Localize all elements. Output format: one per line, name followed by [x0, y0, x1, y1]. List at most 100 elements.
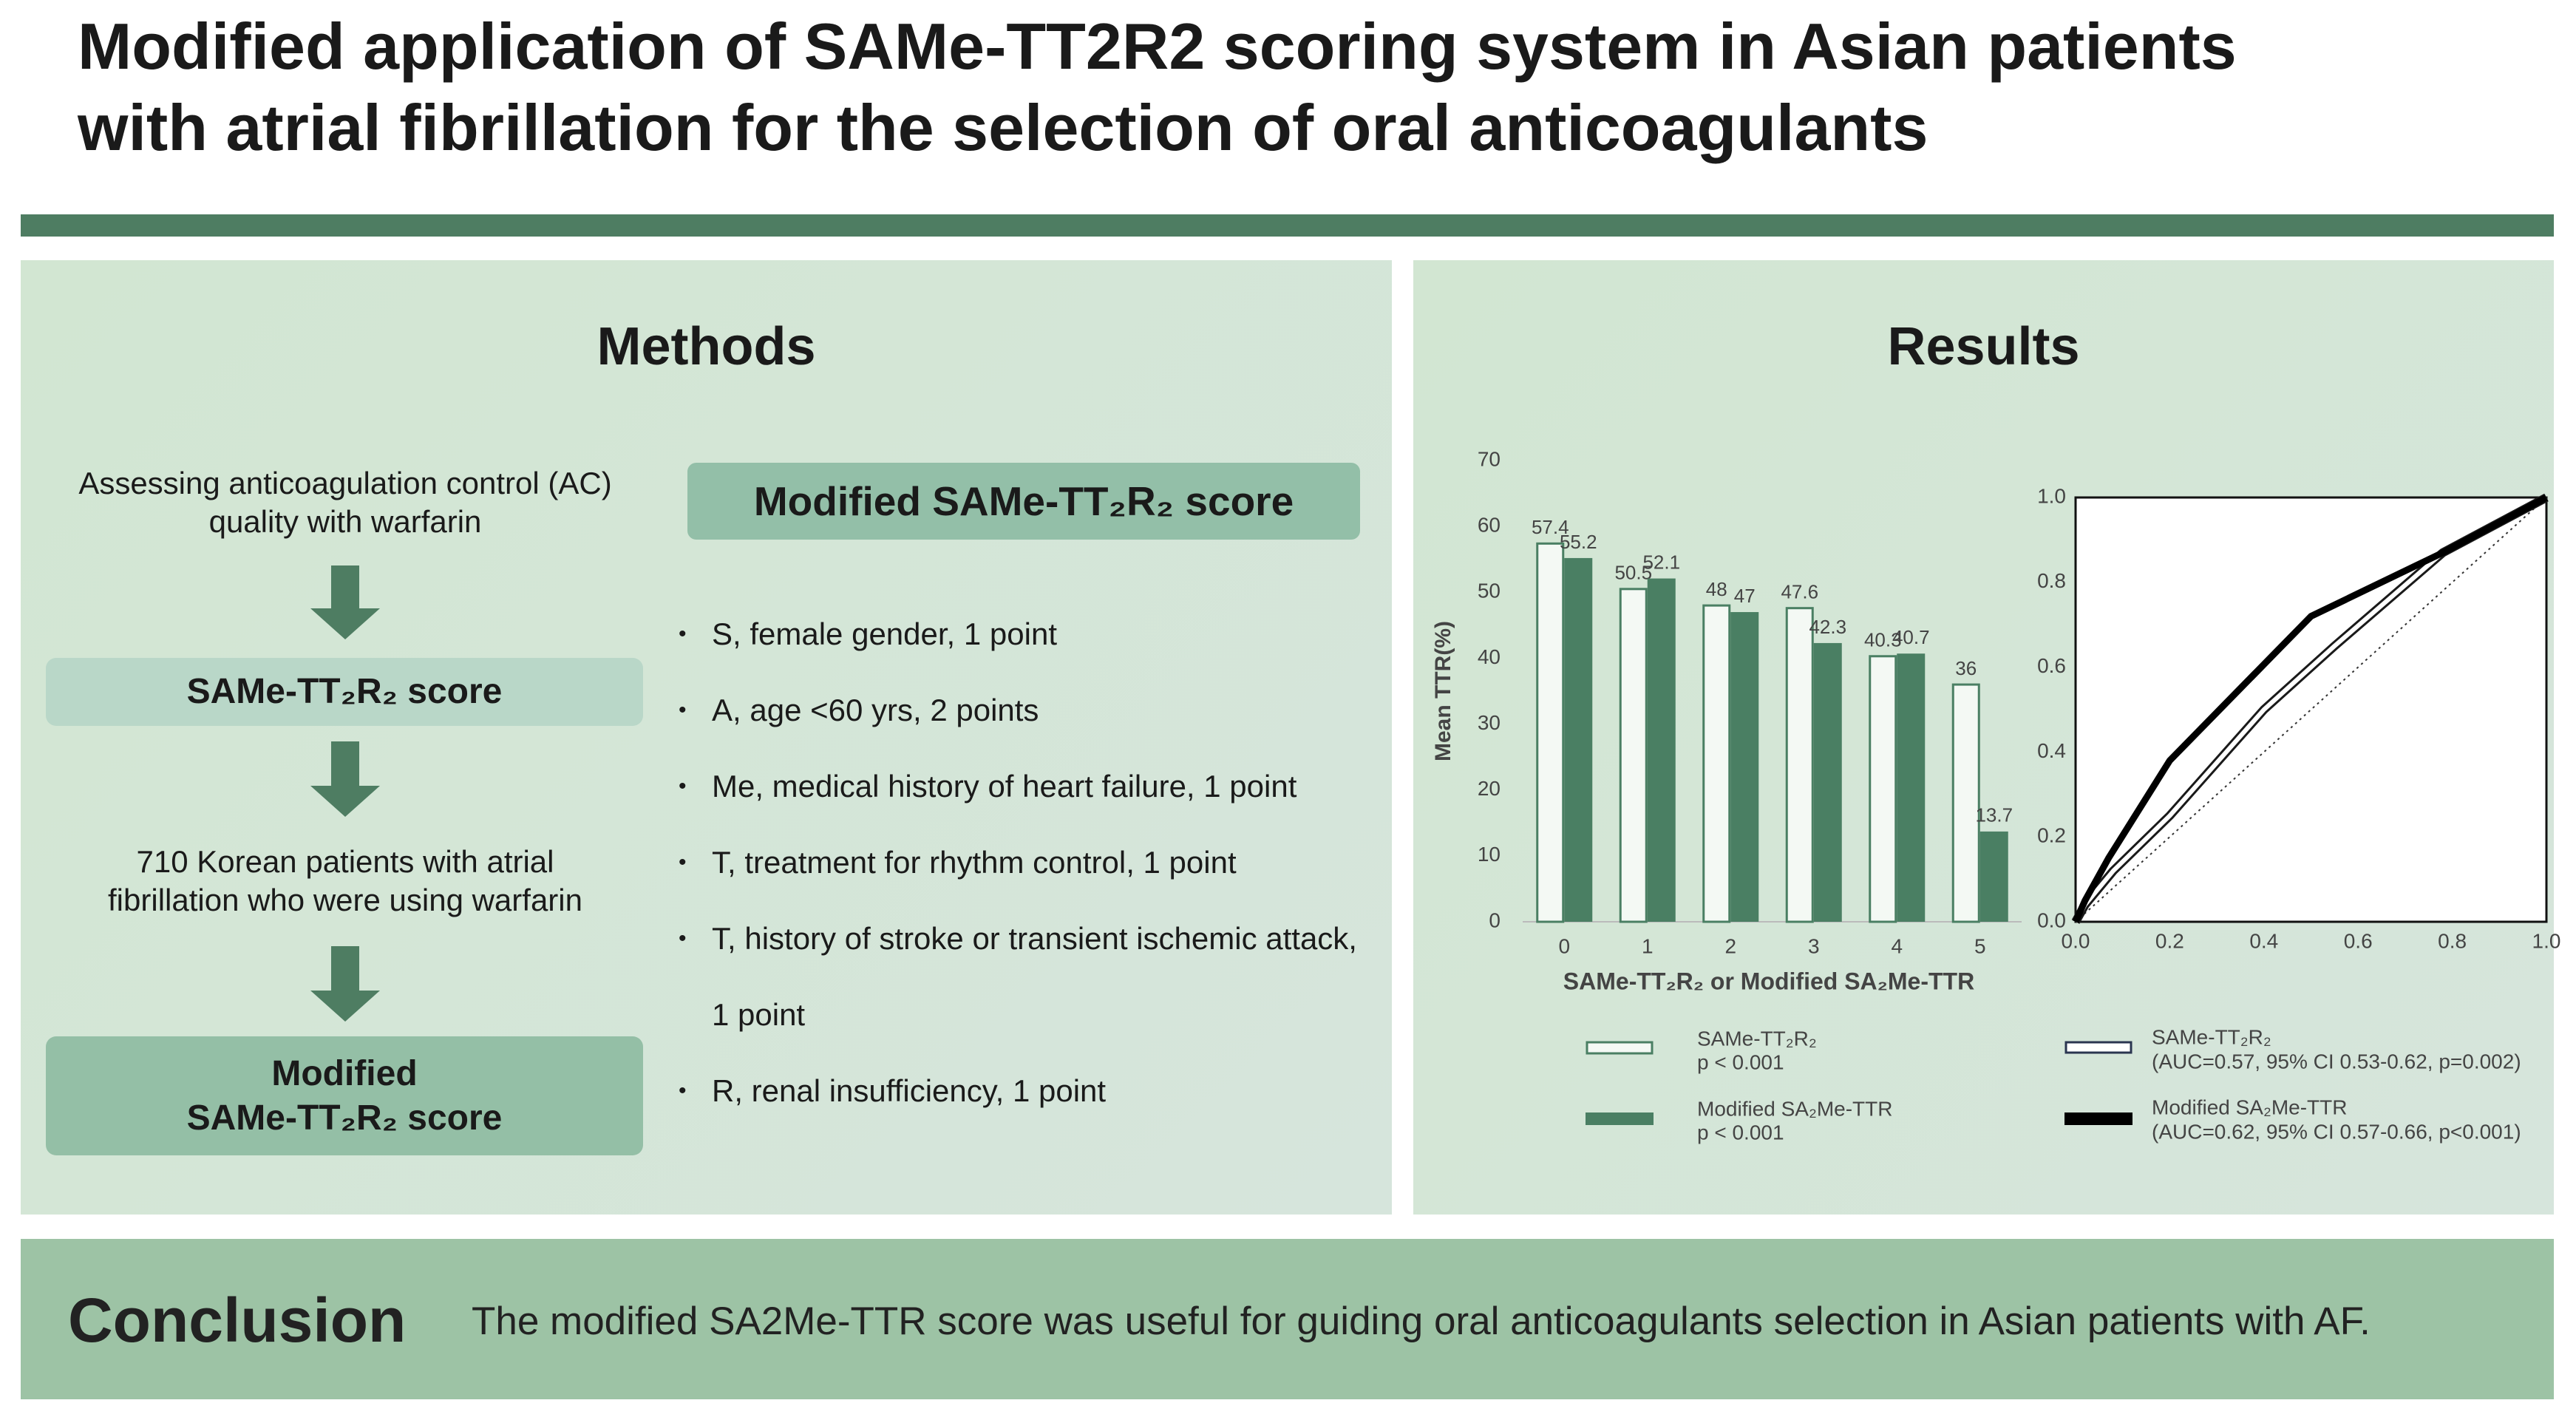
title-line: Modified application of SAMe-TT2R2 scori… [78, 10, 2237, 83]
criterion: S, female gender, 1 point [679, 596, 1377, 672]
title-line: with atrial fibrillation for the selecti… [78, 91, 1928, 164]
legend-label: SAMe-TT₂R₂ [2152, 1025, 2271, 1048]
x-tick-label: 1.0 [2532, 929, 2561, 952]
value-label: 52.1 [1642, 551, 1680, 573]
legend-note: p < 0.001 [1697, 1121, 1784, 1144]
y-tick-label: 0.4 [2037, 739, 2066, 762]
x-tick-label: 2 [1724, 934, 1736, 957]
criterion: Me, medical history of heart failure, 1 … [679, 748, 1377, 824]
conclusion-text: The modified SA2Me-TTR score was useful … [472, 1300, 2371, 1343]
bar [1979, 831, 2008, 922]
x-tick-label: 0 [1558, 934, 1570, 957]
bar [1619, 588, 1648, 923]
bar [1951, 683, 1980, 923]
conclusion-label: Conclusion [68, 1285, 407, 1355]
y-tick-label: 10 [1478, 843, 1501, 866]
y-tick-label: 0 [1489, 908, 1501, 931]
x-tick-label: 0.0 [2062, 929, 2090, 952]
y-tick-label: 20 [1478, 777, 1501, 800]
legend-swatch [2064, 1041, 2132, 1054]
criteria-list: S, female gender, 1 pointA, age <60 yrs,… [679, 596, 1377, 1129]
arrow-shaft [331, 565, 359, 610]
criterion: T, treatment for rhythm control, 1 point [679, 824, 1377, 900]
arrow-shaft [331, 946, 359, 992]
flow-line: SAMe-TT₂R₂ score [186, 672, 503, 711]
value-label: 40.7 [1892, 626, 1930, 648]
y-tick-label: 1.0 [2037, 484, 2066, 507]
bar [1785, 607, 1814, 923]
flow-box: Modified SAMe-TT₂R₂ score [46, 1036, 643, 1155]
x-tick-label: 4 [1891, 934, 1903, 957]
arrow-shaft [331, 741, 359, 787]
x-tick-label: 0.8 [2438, 929, 2467, 952]
bar [1813, 642, 1842, 922]
flow-line: SAMe-TT₂R₂ score [186, 1098, 503, 1138]
results-title: Results [1887, 317, 2080, 376]
value-label: 48 [1706, 578, 1727, 600]
y-tick-label: 70 [1478, 447, 1501, 470]
criterion: A, age <60 yrs, 2 points [679, 672, 1377, 748]
legend-swatch [1586, 1041, 1654, 1055]
x-tick-label: 0.6 [2344, 929, 2373, 952]
arrow-head [310, 991, 380, 1022]
value-label: 42.3 [1809, 616, 1846, 638]
methods-title: Methods [597, 317, 816, 376]
legend-swatch [2064, 1112, 2132, 1125]
bar [1897, 653, 1926, 922]
criterion: T, history of stroke or transient ischem… [679, 900, 1377, 1053]
arrow-head [310, 786, 380, 817]
y-tick-label: 60 [1478, 514, 1501, 537]
roc-line-inner [2073, 495, 2548, 923]
x-tick-label: 1 [1642, 934, 1654, 957]
legend-note: (AUC=0.57, 95% CI 0.53-0.62, p=0.002) [2152, 1050, 2521, 1073]
y-tick-label: 0.0 [2037, 908, 2066, 931]
roc-line [2072, 495, 2549, 923]
legend-swatch [1586, 1112, 1654, 1125]
legend-label: Modified SA₂Me-TTR [1697, 1097, 1892, 1120]
legend-label: Modified SA₂Me-TTR [2152, 1095, 2347, 1118]
legend-note: p < 0.001 [1697, 1050, 1784, 1073]
x-axis-label: SAMe-TT₂R₂ or Modified SA₂Me-TTR [1563, 968, 1974, 994]
y-tick-label: 0.6 [2037, 654, 2066, 677]
flow-text: 710 Korean patients with atrial fibrillat… [42, 843, 648, 920]
flow-line: Assessing anticoagulation control (AC) [78, 466, 612, 500]
y-tick-label: 30 [1478, 711, 1501, 734]
x-tick-label: 5 [1974, 934, 1986, 957]
criterion: R, renal insufficiency, 1 point [679, 1053, 1377, 1129]
title-rule [21, 214, 2554, 237]
flow-text: Assessing anticoagulation control (AC) qu… [42, 464, 648, 541]
bar [1647, 578, 1676, 922]
bar [1730, 612, 1759, 922]
y-tick-label: 0.8 [2037, 569, 2066, 592]
y-tick-label: 0.2 [2037, 824, 2066, 847]
value-label: 36 [1955, 657, 1977, 679]
y-axis-label: Mean TTR(%) [1431, 621, 1455, 761]
flow-box: SAMe-TT₂R₂ score [46, 658, 643, 726]
value-label: 50.5 [1614, 562, 1652, 584]
value-label: 40.3 [1864, 629, 1902, 651]
score-title: Modified SAMe-TT₂R₂ score [687, 463, 1360, 540]
flow-line: Modified [271, 1053, 418, 1093]
bar [1702, 604, 1731, 923]
bar [1564, 557, 1593, 922]
x-tick-label: 3 [1808, 934, 1820, 957]
value-label: 55.2 [1560, 531, 1597, 553]
value-label: 47 [1734, 585, 1756, 607]
bar [1869, 655, 1897, 923]
value-label: 47.6 [1781, 581, 1818, 603]
legend-label: SAMe-TT₂R₂ [1697, 1027, 1817, 1050]
flow-line: fibrillation who were using warfarin [108, 883, 582, 917]
reference-line [2075, 497, 2547, 923]
x-tick-label: 0.2 [2155, 929, 2184, 952]
flow-line: quality with warfarin [208, 504, 482, 539]
flow-line: 710 Korean patients with atrial [136, 844, 554, 879]
legend-note: (AUC=0.62, 95% CI 0.57-0.66, p<0.001) [2152, 1120, 2521, 1143]
bar [1536, 542, 1565, 923]
y-tick-label: 40 [1478, 645, 1501, 668]
y-tick-label: 50 [1478, 580, 1501, 602]
value-label: 13.7 [1975, 804, 2013, 826]
x-tick-label: 0.4 [2249, 929, 2278, 952]
value-label: 57.4 [1532, 516, 1569, 538]
